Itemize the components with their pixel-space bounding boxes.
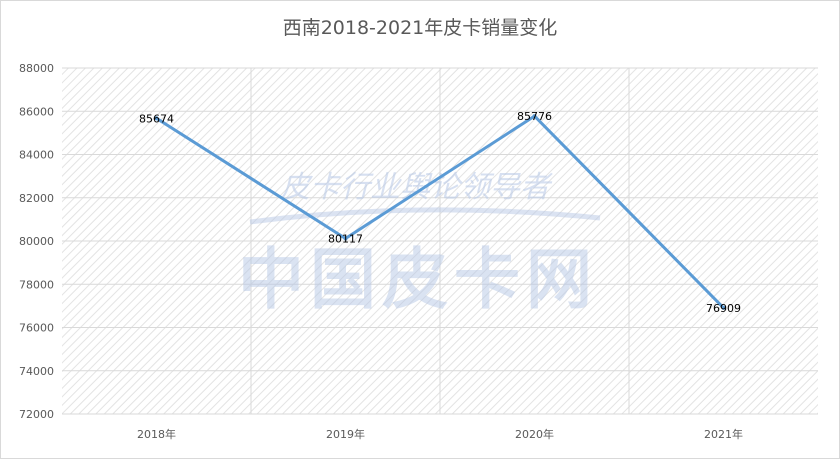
data-point xyxy=(343,236,348,241)
x-tick-label: 2021年 xyxy=(704,427,743,441)
gridlines xyxy=(62,67,818,415)
watermark: 皮卡行业舆论领导者 中国皮卡网 xyxy=(238,170,601,318)
y-tick-label: 72000 xyxy=(19,408,54,421)
series-line-path xyxy=(155,114,725,309)
watermark-logo: 中国皮卡网 xyxy=(238,241,598,318)
data-point xyxy=(154,116,159,121)
x-axis-ticks: 2018年 2019年 2020年 2021年 xyxy=(137,427,743,441)
watermark-swoosh xyxy=(249,207,601,225)
y-tick-label: 76000 xyxy=(19,322,54,335)
data-labels: 85674 80117 85776 76909 xyxy=(139,110,741,315)
data-label: 80117 xyxy=(328,232,363,245)
y-tick-label: 74000 xyxy=(19,365,54,378)
data-label: 85674 xyxy=(139,112,174,125)
x-tick-label: 2019年 xyxy=(326,427,365,441)
series-line xyxy=(154,114,726,310)
y-tick-label: 82000 xyxy=(19,192,54,205)
chart-title: 西南2018-2021年皮卡销量变化 xyxy=(282,17,558,39)
watermark-script: 皮卡行业舆论领导者 xyxy=(280,170,553,205)
y-tick-label: 80000 xyxy=(19,235,54,248)
y-tick-label: 88000 xyxy=(19,62,54,75)
y-tick-label: 84000 xyxy=(19,149,54,162)
data-label: 76909 xyxy=(706,302,741,315)
data-point xyxy=(721,305,726,310)
y-axis-ticks: 72000 74000 76000 78000 80000 82000 84000 86000… xyxy=(19,62,54,421)
x-tick-label: 2018年 xyxy=(137,427,176,441)
y-tick-label: 78000 xyxy=(19,278,54,291)
data-label: 85776 xyxy=(517,110,552,123)
data-point xyxy=(532,114,537,119)
y-tick-label: 86000 xyxy=(19,105,54,118)
x-tick-label: 2020年 xyxy=(515,427,554,441)
